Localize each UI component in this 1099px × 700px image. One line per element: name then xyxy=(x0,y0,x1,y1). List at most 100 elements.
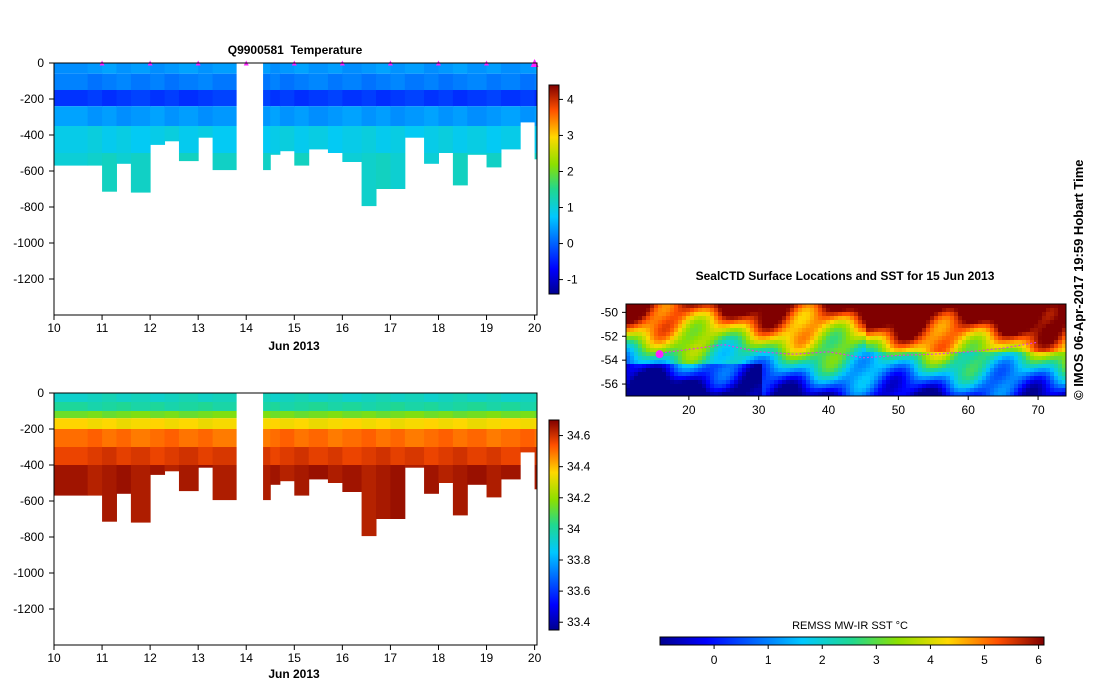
sst-cell xyxy=(954,340,958,344)
sst-cell xyxy=(922,384,926,388)
sst-cell xyxy=(714,384,718,388)
section-cell xyxy=(467,411,488,419)
sst-cell xyxy=(682,380,686,384)
sst-cell xyxy=(898,316,902,320)
sst-cell xyxy=(866,348,870,352)
section-cell xyxy=(87,411,103,419)
sst-cell xyxy=(1002,332,1006,336)
sst-cell xyxy=(842,388,846,392)
y-tick-label: -400 xyxy=(20,128,44,142)
sst-cell xyxy=(754,392,758,396)
sst-cell xyxy=(926,360,930,364)
sst-cell xyxy=(814,368,818,372)
sst-cell xyxy=(738,320,742,324)
sst-cell xyxy=(1058,304,1062,308)
section-cell xyxy=(424,126,439,153)
sst-cell xyxy=(730,360,734,364)
sst-cell xyxy=(798,344,802,348)
sst-cell xyxy=(738,336,742,340)
sst-cell xyxy=(850,380,854,384)
sst-cell xyxy=(718,320,722,324)
sst-cell xyxy=(946,388,950,392)
sst-cell xyxy=(1042,336,1046,340)
section-cell xyxy=(486,465,502,498)
section-cell xyxy=(438,90,454,107)
sst-cell xyxy=(658,324,662,328)
sst-cell xyxy=(942,360,946,364)
sst-cell xyxy=(966,360,970,364)
sst-cell xyxy=(634,304,638,308)
sst-cell xyxy=(790,384,794,388)
sst-cell xyxy=(850,384,854,388)
sst-cell xyxy=(1042,344,1046,348)
sst-cell xyxy=(842,328,846,332)
sst-cell xyxy=(870,380,874,384)
sst-cell xyxy=(918,392,922,396)
sst-cell xyxy=(958,308,962,312)
sst-cell xyxy=(1058,312,1062,316)
sst-cell xyxy=(686,380,690,384)
section-cell xyxy=(102,465,117,522)
sst-cell xyxy=(734,384,738,388)
sst-cell xyxy=(798,376,802,380)
sst-cell xyxy=(762,344,766,348)
sst-cell xyxy=(818,336,822,340)
sst-cell xyxy=(690,316,694,320)
sst-cell xyxy=(914,368,918,372)
section-cell xyxy=(87,63,103,74)
sst-cell xyxy=(930,324,934,328)
section-cell xyxy=(438,126,454,153)
sst-cell xyxy=(1034,324,1038,328)
sst-cell xyxy=(950,384,954,388)
sst-cell xyxy=(730,332,734,336)
sst-cell xyxy=(786,376,790,380)
sst-cell xyxy=(1018,368,1022,372)
sst-cell xyxy=(798,364,802,368)
sst-cell xyxy=(882,344,886,348)
sst-cell xyxy=(958,388,962,392)
sst-cell xyxy=(634,316,638,320)
sst-cell xyxy=(650,336,654,340)
sst-cell xyxy=(826,364,830,368)
sst-cell xyxy=(930,376,934,380)
sst-cell xyxy=(846,344,850,348)
sst-cell xyxy=(886,308,890,312)
sst-cell xyxy=(1054,348,1058,352)
section-cell xyxy=(279,73,295,90)
section-cell xyxy=(294,90,310,107)
sst-cell xyxy=(822,336,826,340)
sst-cell xyxy=(1018,348,1022,352)
sst-cell xyxy=(830,376,834,380)
sst-cell xyxy=(822,316,826,320)
sst-cell xyxy=(870,348,874,352)
sst-cell xyxy=(630,316,634,320)
sst-cell xyxy=(990,392,994,396)
section-cell xyxy=(116,429,132,447)
section-cell xyxy=(452,73,468,90)
colorbar-tick-label: 34.6 xyxy=(567,429,591,443)
sst-cell xyxy=(702,328,706,332)
sst-cell xyxy=(642,316,646,320)
sst-cell xyxy=(742,376,746,380)
sst-cell xyxy=(882,328,886,332)
x-tick-label: 14 xyxy=(240,651,254,665)
sst-cell xyxy=(806,344,810,348)
sst-colorbar-tick-label: 5 xyxy=(981,653,988,667)
sst-cell xyxy=(902,344,906,348)
sst-cell xyxy=(654,384,658,388)
section-cell xyxy=(150,393,166,402)
sst-cell xyxy=(906,368,910,372)
sst-cell xyxy=(674,384,678,388)
sst-cell xyxy=(762,384,766,388)
sst-cell xyxy=(826,328,830,332)
sst-cell xyxy=(942,344,946,348)
sst-cell xyxy=(990,388,994,392)
sst-cell xyxy=(814,308,818,312)
sst-cell xyxy=(950,332,954,336)
sst-cell xyxy=(978,384,982,388)
sst-cell xyxy=(1058,372,1062,376)
section-cell xyxy=(342,429,363,447)
sst-cell xyxy=(838,340,842,344)
sst-cell xyxy=(894,380,898,384)
sst-cell xyxy=(858,328,862,332)
